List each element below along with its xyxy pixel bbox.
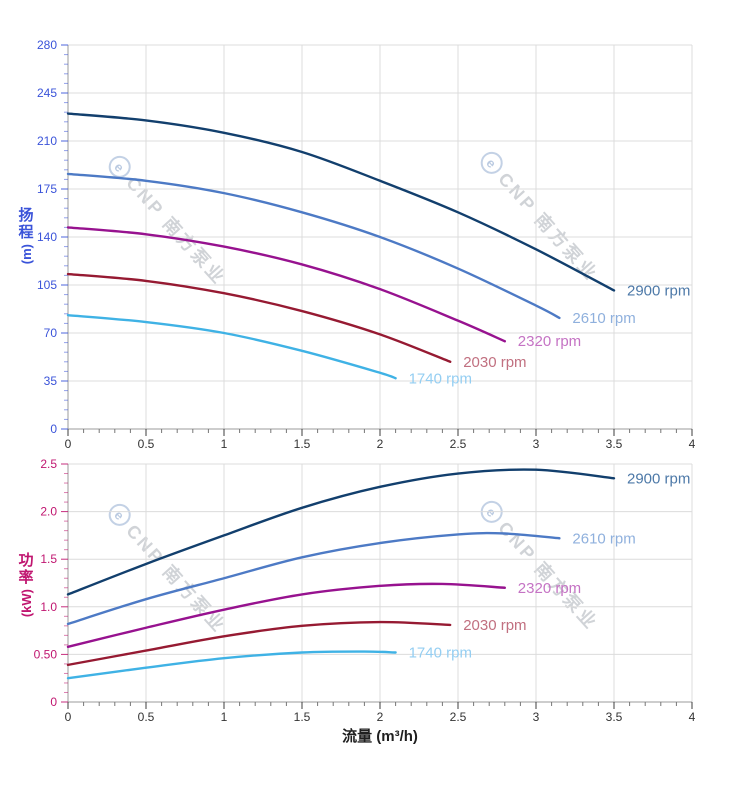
x-tick-label: 1 (221, 437, 228, 451)
x-tick-label: 0.5 (138, 710, 155, 724)
power-axis-title-char: 率 (18, 569, 34, 586)
x-tick-label: 2.5 (450, 710, 467, 724)
x-tick-label: 4 (689, 437, 696, 451)
curve-2030-rpm (66, 620, 452, 667)
head-axis-title-char: 程 (18, 224, 34, 241)
power-axis-title-char: 功 (18, 552, 34, 569)
y-tick-label: 1.5 (40, 552, 57, 566)
x-tick-label: 3.5 (606, 437, 623, 451)
power-axis-unit: (kW) (18, 589, 34, 618)
y-tick-label: 2.0 (40, 505, 57, 519)
series-label-2610-rpm: 2610 rpm (572, 310, 635, 327)
series-label-2030-rpm: 2030 rpm (463, 354, 526, 371)
head-axis-title: 扬 程 (m) (12, 207, 40, 264)
x-tick-label: 2.5 (450, 437, 467, 451)
series-label-2900-rpm: 2900 rpm (627, 282, 690, 299)
y-tick-label: 0 (50, 695, 57, 709)
y-tick-label: 35 (44, 374, 58, 388)
x-tick-label: 1.5 (294, 710, 311, 724)
series-label-2030-rpm: 2030 rpm (463, 617, 526, 634)
x-tick-label: 3 (533, 710, 540, 724)
x-tick-label: 1.5 (294, 437, 311, 451)
curve-2900-rpm (66, 468, 616, 596)
y-tick-label: 70 (44, 326, 58, 340)
power-chart: 0 0.5 1 1.5 2 2.5 3 3.5 4 0 0.50 1.0 1.5 2.0 2.5 2900 r… (34, 457, 696, 724)
flow-axis-title: 流量 (m³/h) (342, 728, 418, 745)
head-axis-unit: (m) (18, 244, 34, 265)
x-tick-label: 2 (377, 710, 384, 724)
series-label-2320-rpm: 2320 rpm (518, 580, 581, 597)
x-tick-label: 2 (377, 437, 384, 451)
y-tick-label: 140 (37, 230, 57, 244)
curve-2610-rpm (66, 172, 561, 320)
x-tick-label: 3.5 (606, 710, 623, 724)
curve-2320-rpm (66, 582, 506, 648)
series-label-2320-rpm: 2320 rpm (518, 333, 581, 350)
y-tick-label: 105 (37, 278, 57, 292)
y-tick-label: 175 (37, 182, 57, 196)
x-tick-label: 0 (65, 437, 72, 451)
series-label-1740-rpm: 1740 rpm (409, 644, 472, 661)
x-tick-label: 0 (65, 710, 72, 724)
curve-2320-rpm (66, 226, 506, 343)
x-tick-label: 1 (221, 710, 228, 724)
x-tick-label: 0.5 (138, 437, 155, 451)
series-label-1740-rpm: 1740 rpm (409, 370, 472, 387)
y-tick-label: 0.50 (34, 647, 58, 661)
curve-1740-rpm (66, 313, 397, 380)
y-tick-label: 2.5 (40, 457, 57, 471)
head-axis-title-char: 扬 (18, 207, 34, 224)
series-label-2610-rpm: 2610 rpm (572, 530, 635, 547)
head-chart: 0 0.5 1 1.5 2 2.5 3 3.5 4 0 35 70 105 140 175 210 245 280… (37, 38, 696, 451)
curve-2030-rpm (66, 272, 452, 363)
y-tick-label: 0 (50, 422, 57, 436)
x-tick-label: 3 (533, 437, 540, 451)
series-label-2900-rpm: 2900 rpm (627, 470, 690, 487)
curve-2610-rpm (66, 531, 561, 626)
x-tick-label: 4 (689, 710, 696, 724)
y-tick-label: 210 (37, 134, 57, 148)
power-axis-title: 功 率 (kW) (12, 552, 40, 617)
y-tick-label: 1.0 (40, 600, 57, 614)
y-tick-label: 280 (37, 38, 57, 52)
curve-2900-rpm (66, 112, 616, 292)
y-tick-label: 245 (37, 86, 57, 100)
curve-1740-rpm (66, 650, 397, 680)
